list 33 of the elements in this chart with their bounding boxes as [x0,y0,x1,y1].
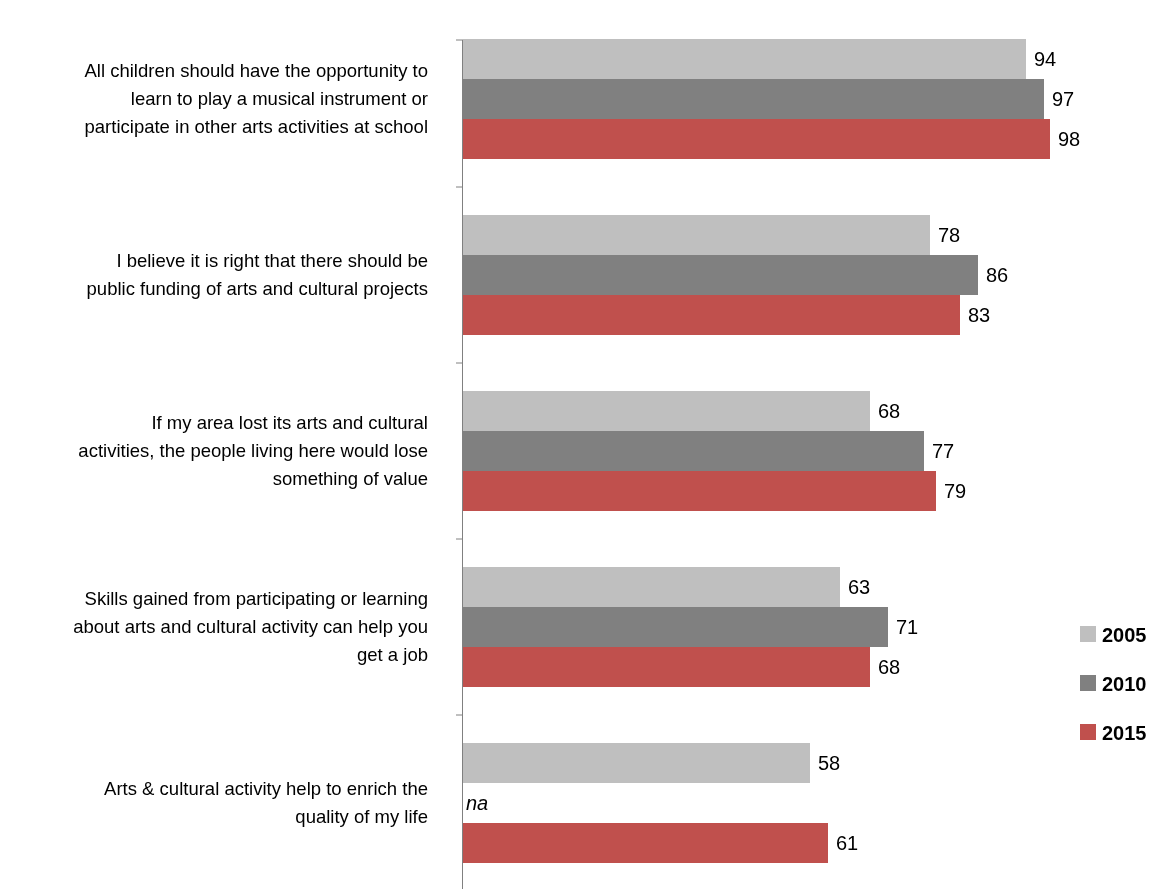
legend-label: 2015 [1102,722,1147,744]
y-tick-label: If my area lost its arts and cultural activities, the people living here would lose something of value [78,412,428,489]
legend-label: 2010 [1102,673,1147,695]
bar [462,39,1026,79]
data-label: 83 [968,304,991,326]
data-label: 86 [986,264,1009,286]
data-label: 94 [1034,48,1057,70]
y-tick-label: Arts & cultural activity help to enrich the quality of my life [104,778,428,827]
bar [462,567,840,607]
data-label: 77 [932,440,955,462]
data-label: 68 [878,400,901,422]
y-tick-label: All children should have the opportunity to learn to play a musical instrument or participate in other arts activities at school [84,60,428,137]
bar [462,743,810,783]
bar [462,647,870,687]
y-tick-label: Skills gained from participating or learning about arts and cultural activity can help you get a job [73,588,428,665]
data-label: 97 [1052,88,1075,110]
bar [462,215,930,255]
bar [462,295,960,335]
data-label: 61 [836,832,859,854]
data-label: 98 [1058,128,1081,150]
data-label: 79 [944,480,967,502]
data-label: 58 [818,752,841,774]
annotation: na [466,792,489,814]
data-label: 78 [938,224,961,246]
bar [462,823,828,863]
bar [462,119,1050,159]
data-label: 71 [896,616,919,638]
data-label: 63 [848,576,871,598]
bar [462,391,870,431]
y-tick-label: I believe it is right that there should be public funding of arts and cultural projects [86,250,428,299]
bar [462,471,936,511]
data-label: 68 [878,656,901,678]
legend-label: 2005 [1102,624,1147,646]
